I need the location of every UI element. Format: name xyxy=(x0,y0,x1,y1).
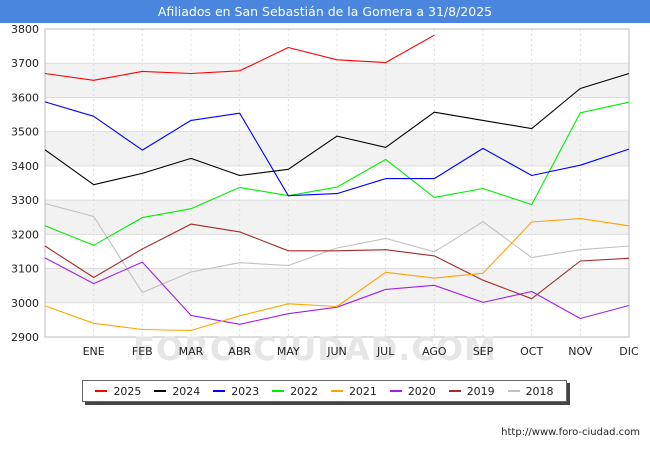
legend-label: 2023 xyxy=(231,384,260,398)
y-tick-label: 3200 xyxy=(11,228,39,241)
legend-swatch xyxy=(507,390,520,392)
series-line-2025 xyxy=(44,34,435,81)
legend-item-2022: 2022 xyxy=(272,385,318,398)
x-tick-label: AGO xyxy=(422,345,447,358)
x-tick-label: MAR xyxy=(179,345,204,358)
legend-item-2020: 2020 xyxy=(389,384,436,398)
x-axis-ticks: ENE FEB MAR ABR MAY JUN JUL AGO SEP OCT NOV DIC xyxy=(83,345,639,358)
y-axis-ticks: 2900 3000 3100 3200 3300 3400 3500 3600 3700 3800 xyxy=(11,23,39,344)
legend-swatch xyxy=(154,390,167,392)
x-tick-label: JUL xyxy=(376,345,395,358)
y-tick-label: 3800 xyxy=(11,23,39,36)
legend-swatch xyxy=(213,390,226,392)
series-line-2023 xyxy=(44,101,630,197)
series-line-2019 xyxy=(44,223,630,300)
y-tick-label: 3600 xyxy=(11,91,39,104)
legend-label: 2022 xyxy=(290,384,319,398)
source-url: http://www.foro-ciudad.com xyxy=(501,427,640,438)
x-tick-label: SEP xyxy=(473,345,494,358)
series-line-2020 xyxy=(44,257,630,325)
legend-item-2024: 2024 xyxy=(154,385,200,398)
legend-swatch xyxy=(330,390,343,392)
legend-swatch xyxy=(448,390,461,392)
x-tick-label: FEB xyxy=(132,345,153,358)
legend-label: 2020 xyxy=(407,384,436,398)
series-line-2021 xyxy=(44,218,630,332)
y-tick-label: 3300 xyxy=(11,194,39,207)
y-tick-label: 3400 xyxy=(11,160,39,173)
y-tick-label: 3100 xyxy=(11,263,39,276)
legend-item-2023: 2023 xyxy=(213,385,259,398)
legend-label: 2021 xyxy=(348,384,377,398)
series-lines xyxy=(44,34,630,332)
legend-item-2018: 2018 xyxy=(507,384,554,398)
legend: 2025 2024 2023 2022 2021 2020 2019 2018 xyxy=(82,380,567,402)
legend-label: 2018 xyxy=(525,384,554,398)
y-tick-label: 3500 xyxy=(11,126,39,139)
legend-label: 2019 xyxy=(466,384,495,398)
x-tick-label: OCT xyxy=(520,345,543,358)
chart-title: Afiliados en San Sebastián de la Gomera … xyxy=(0,0,650,23)
legend-item-2019: 2019 xyxy=(448,384,495,398)
x-tick-label: NOV xyxy=(568,345,593,358)
legend-label: 2025 xyxy=(113,384,142,398)
series-line-2018 xyxy=(44,202,630,294)
y-tick-label: 2900 xyxy=(11,331,39,344)
legend-label: 2024 xyxy=(172,384,201,398)
y-tick-label: 3700 xyxy=(11,57,39,70)
x-tick-label: MAY xyxy=(277,345,300,358)
legend-swatch xyxy=(272,390,285,392)
legend-swatch xyxy=(389,390,402,392)
plot-frame xyxy=(44,28,630,338)
x-tick-label: JUN xyxy=(326,345,347,358)
x-tick-label: DIC xyxy=(619,345,639,358)
x-tick-label: ENE xyxy=(83,345,105,358)
x-tick-label: ABR xyxy=(228,345,251,358)
legend-item-2021: 2021 xyxy=(330,384,377,398)
series-line-2022 xyxy=(44,101,630,246)
series-line-2024 xyxy=(44,72,630,186)
watermark-text: FORO-CIUDAD.COM xyxy=(133,330,497,368)
legend-item-2025: 2025 xyxy=(95,385,141,398)
y-tick-label: 3000 xyxy=(11,297,39,310)
legend-swatch xyxy=(95,390,108,392)
